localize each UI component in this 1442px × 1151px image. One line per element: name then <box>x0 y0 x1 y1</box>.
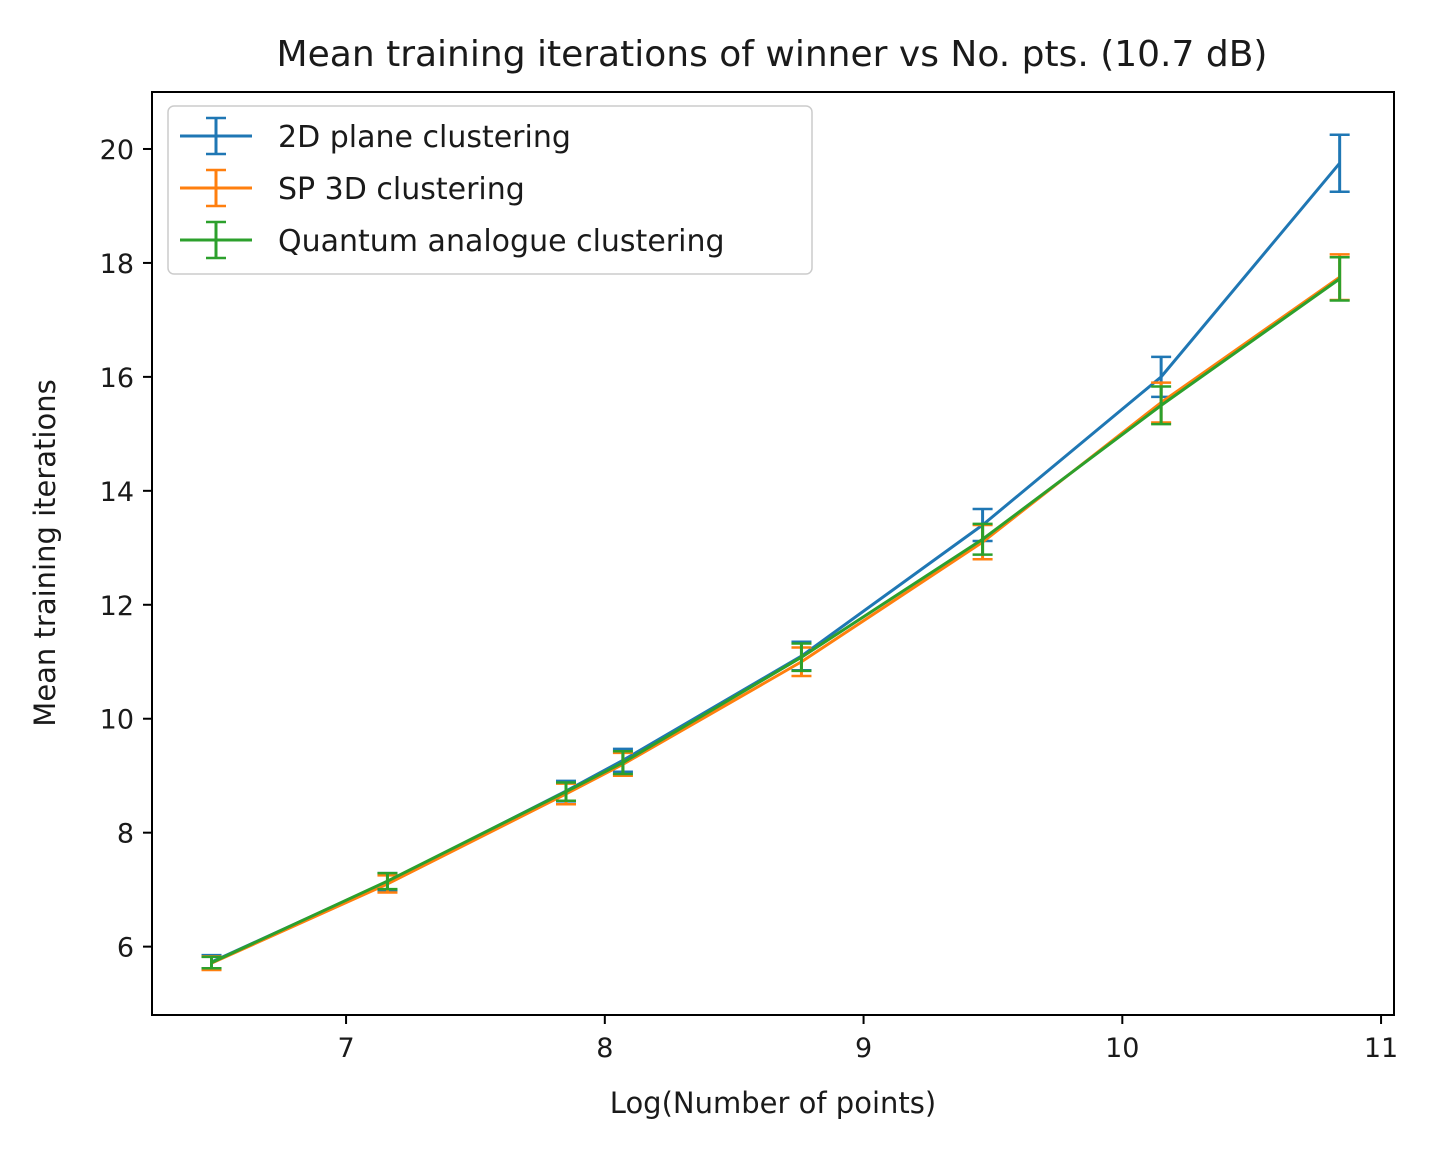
legend-item: 2D plane clustering <box>180 116 571 156</box>
y-tick-label: 10 <box>100 705 134 736</box>
series-line <box>210 275 1341 965</box>
series-2 <box>201 253 1350 972</box>
error-bar <box>1329 255 1350 302</box>
error-bar <box>612 749 633 776</box>
error-bar <box>1329 133 1350 193</box>
y-tick-label: 16 <box>100 363 134 394</box>
legend-item: Quantum analogue clustering <box>180 220 725 260</box>
y-axis-title: Mean training iterations <box>28 379 62 726</box>
y-tick-label: 12 <box>100 591 134 622</box>
error-bar <box>377 871 398 891</box>
x-tick-label: 9 <box>855 1033 872 1064</box>
legend-frame <box>167 105 813 275</box>
plot-area-frame <box>151 91 1395 1016</box>
legend-swatch <box>180 168 252 208</box>
y-tick-label: 6 <box>117 933 134 964</box>
error-bar <box>972 522 993 556</box>
x-tick-label: 8 <box>596 1033 613 1064</box>
legend-label: Quantum analogue clustering <box>278 224 725 259</box>
legend-label: SP 3D clustering <box>278 172 525 207</box>
x-axis-ticks: 7 8 9 10 11 <box>337 1015 1398 1064</box>
x-axis-title: Log(Number of points) <box>610 1086 936 1120</box>
series-line <box>210 162 1341 964</box>
legend-label: 2D plane clustering <box>278 120 571 155</box>
y-tick-label: 8 <box>117 819 134 850</box>
legend-item: SP 3D clustering <box>180 168 525 208</box>
series-3 <box>201 255 1350 970</box>
y-tick-label: 20 <box>100 135 134 166</box>
legend-swatch <box>180 220 252 260</box>
series-layer <box>201 133 1350 972</box>
x-tick-label: 7 <box>337 1033 354 1064</box>
error-bar <box>201 955 222 970</box>
error-bar <box>1151 385 1172 426</box>
x-tick-label: 11 <box>1364 1033 1398 1064</box>
y-tick-label: 14 <box>100 477 134 508</box>
series-line <box>210 277 1341 964</box>
chart-title: Mean training iterations of winner vs No… <box>277 34 1268 75</box>
x-tick-label: 10 <box>1105 1033 1139 1064</box>
legend: 2D plane clustering SP 3D clustering Quant… <box>167 105 813 275</box>
error-bar <box>791 642 812 673</box>
legend-swatch <box>180 116 252 156</box>
y-tick-label: 18 <box>100 249 134 280</box>
y-axis-ticks: 6 8 10 12 14 16 18 20 <box>100 135 152 964</box>
error-bar <box>556 781 576 803</box>
